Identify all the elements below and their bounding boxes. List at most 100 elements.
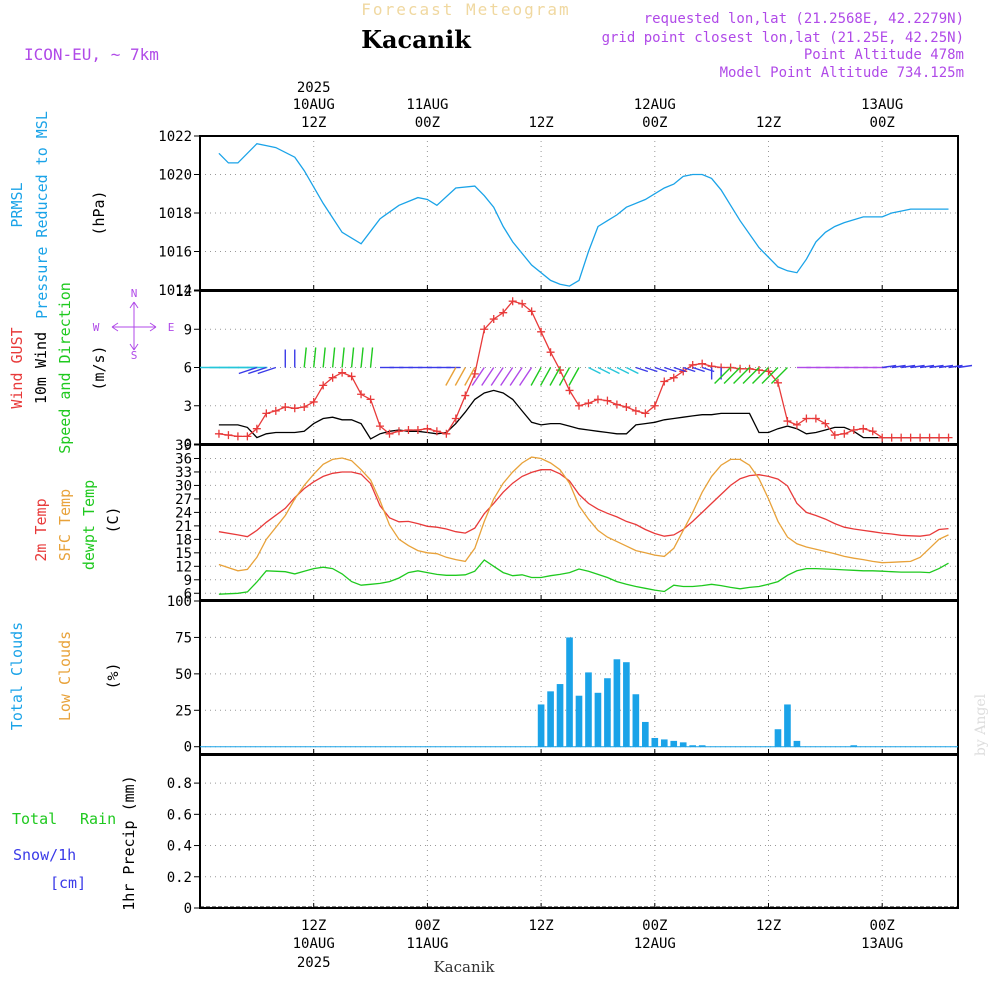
gust-line-point [698,359,707,368]
cloud-bar [698,745,706,747]
y-tick-label: 9 [184,322,192,338]
cloud-bar [537,704,545,747]
y-tick-label: 0 [184,901,192,917]
y-tick-label: 36 [175,451,192,467]
gust-line-point [357,390,366,399]
gust-line-point [423,424,432,433]
cloud-bar [660,739,668,747]
gust-line-point [944,433,953,442]
wind-arrow [626,366,639,375]
panel-frame [199,754,959,909]
gust-line-point [489,315,498,324]
top-date-label: 10AUG [293,97,335,113]
cloud-bar [547,691,554,747]
gust-line-point [328,373,337,382]
wind-label-2: 10m Wind [32,332,50,404]
gust-line [218,300,949,439]
cloud-bar [575,695,583,747]
wind-arrow [490,367,504,386]
gust-line-point [537,327,546,336]
precip-cm-label: [cm] [50,874,86,892]
wind-arrow [471,367,485,386]
pressure-label-2: Pressure Reduced to MSL [33,111,51,319]
gust-line-point [660,377,669,386]
app-title: Forecast Meteogram [361,0,570,19]
watermark: by Angel [973,693,989,756]
wind-arrow [248,366,267,375]
requested-coords: requested lon,lat (21.2568E, 42.2279N) [644,11,964,27]
y-tick-label: 6 [184,586,192,602]
compass-n: N [131,287,138,300]
point-altitude: Point Altitude 478m [804,47,964,63]
cloud-bar [566,637,573,747]
gust-line-point [612,400,621,409]
cloud-bar [793,740,801,747]
gust-line-point [584,399,593,408]
wind-arrow [723,367,741,384]
gust-line-point [783,417,792,426]
wind-arrow [683,366,696,373]
top-date-label: 13AUG [861,97,903,113]
bottom-time-label: 00Z [642,918,667,934]
temp2m-line [218,469,949,538]
wind-arrow [752,367,769,384]
gust-line-point [802,414,811,423]
wind-arrow [673,366,686,373]
gust-line-point [319,381,328,390]
bottom-date-label: 12AUG [634,936,676,952]
wind-arrow [331,347,336,368]
wind-arrow [635,366,649,373]
wind10m-line [218,389,949,440]
gust-line-point [461,391,470,400]
precip-labels: Total Rain Snow/1h [cm] 1hr Precip (mm) [12,775,138,910]
bottom-time-label: 00Z [415,918,440,934]
wind-arrow [322,347,326,368]
gust-line-point [480,325,489,334]
footer-location: Kacanik [433,958,495,976]
gust-line-point [508,297,517,306]
sfctemp-line [218,456,949,572]
y-tick-label: 24 [175,505,192,521]
bottom-time-label: 12Z [301,918,326,934]
gust-line-point [300,403,309,412]
gust-line-point [593,395,602,404]
cloud-bar [679,742,687,747]
y-tick-label: 6 [184,361,192,377]
bottom-time-label: 12Z [528,918,553,934]
wind-arrow [692,366,705,373]
top-date-label: 11AUG [406,97,448,113]
gust-line-point [821,419,830,428]
cloud-label-1: Total Clouds [8,622,26,730]
pressure-unit: (hPa) [90,190,108,235]
top-time-label: 12Z [756,115,781,131]
wind-label-3: Speed and Direction [56,282,74,454]
cloud-labels: Total Clouds Low Clouds (%) [8,622,122,730]
compass-icon: W E N S [93,287,175,362]
cloud-bar [850,745,858,747]
gust-line-point [233,432,242,441]
wind-arrow [929,364,944,369]
gust-line-point [309,397,318,406]
gust-line-point [366,395,375,404]
cloud-bar [670,740,678,747]
y-tick-label: 30 [175,478,192,494]
bottom-year-label: 2025 [297,955,331,971]
gust-line-point [527,307,536,316]
wind-arrow [588,366,601,375]
wind-arrow [957,364,973,369]
cloud-unit: (%) [104,662,122,689]
cloud-bar [613,659,621,747]
y-tick-label: 18 [175,532,192,548]
bottom-date-label: 11AUG [406,936,448,952]
model-label: ICON-EU, ~ 7km [24,45,159,64]
wind-arrow [341,347,345,368]
cloud-bar [784,704,791,747]
wind-arrow [664,366,677,373]
gust-line-point [224,431,233,440]
wind-arrow [761,367,779,384]
pressure-label-1: PRMSL [8,182,26,227]
precip-snow-label: Snow/1h [13,846,76,864]
y-tick-label: 15 [175,546,192,562]
top-date-label: 12AUG [634,97,676,113]
